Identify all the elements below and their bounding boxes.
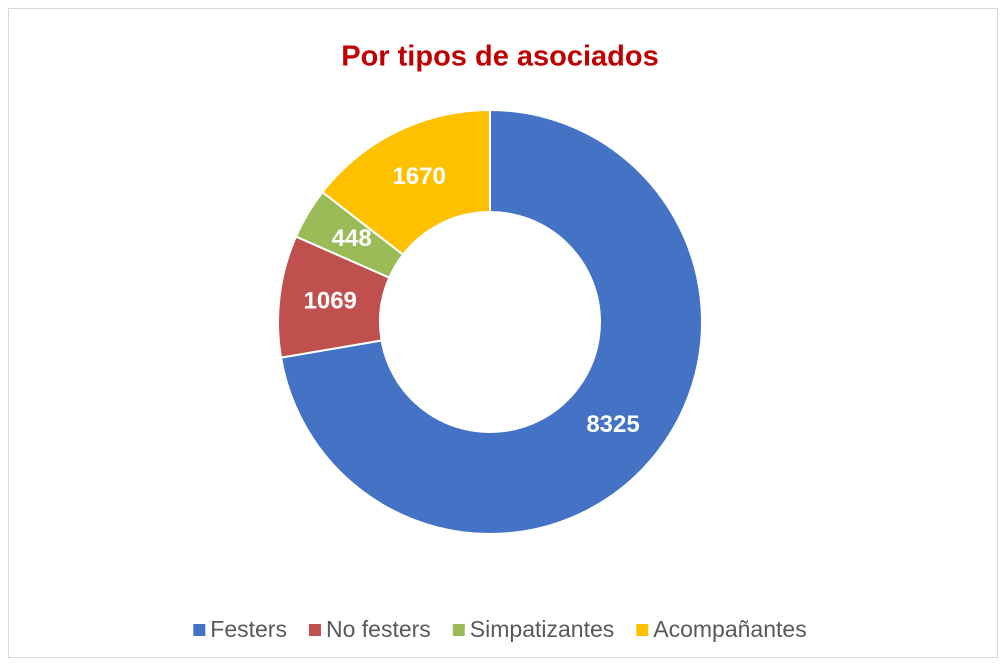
chart-border <box>8 8 998 658</box>
legend-label: No festers <box>326 616 431 642</box>
data-label: 1670 <box>392 163 445 190</box>
legend-swatch <box>452 624 465 636</box>
legend-swatch <box>308 624 321 636</box>
data-label: 1069 <box>304 288 357 315</box>
legend-label: Festers <box>210 616 287 642</box>
chart-title: Por tipos de asociados <box>341 41 658 73</box>
legend-label: Simpatizantes <box>470 616 614 642</box>
donut-slice <box>321 108 491 257</box>
data-label: 448 <box>332 225 372 252</box>
legend-swatch <box>193 624 206 636</box>
donut-slice <box>279 108 703 535</box>
legend-label: Acompañantes <box>653 616 806 642</box>
data-label: 8325 <box>586 411 639 438</box>
legend-swatch <box>636 624 649 636</box>
